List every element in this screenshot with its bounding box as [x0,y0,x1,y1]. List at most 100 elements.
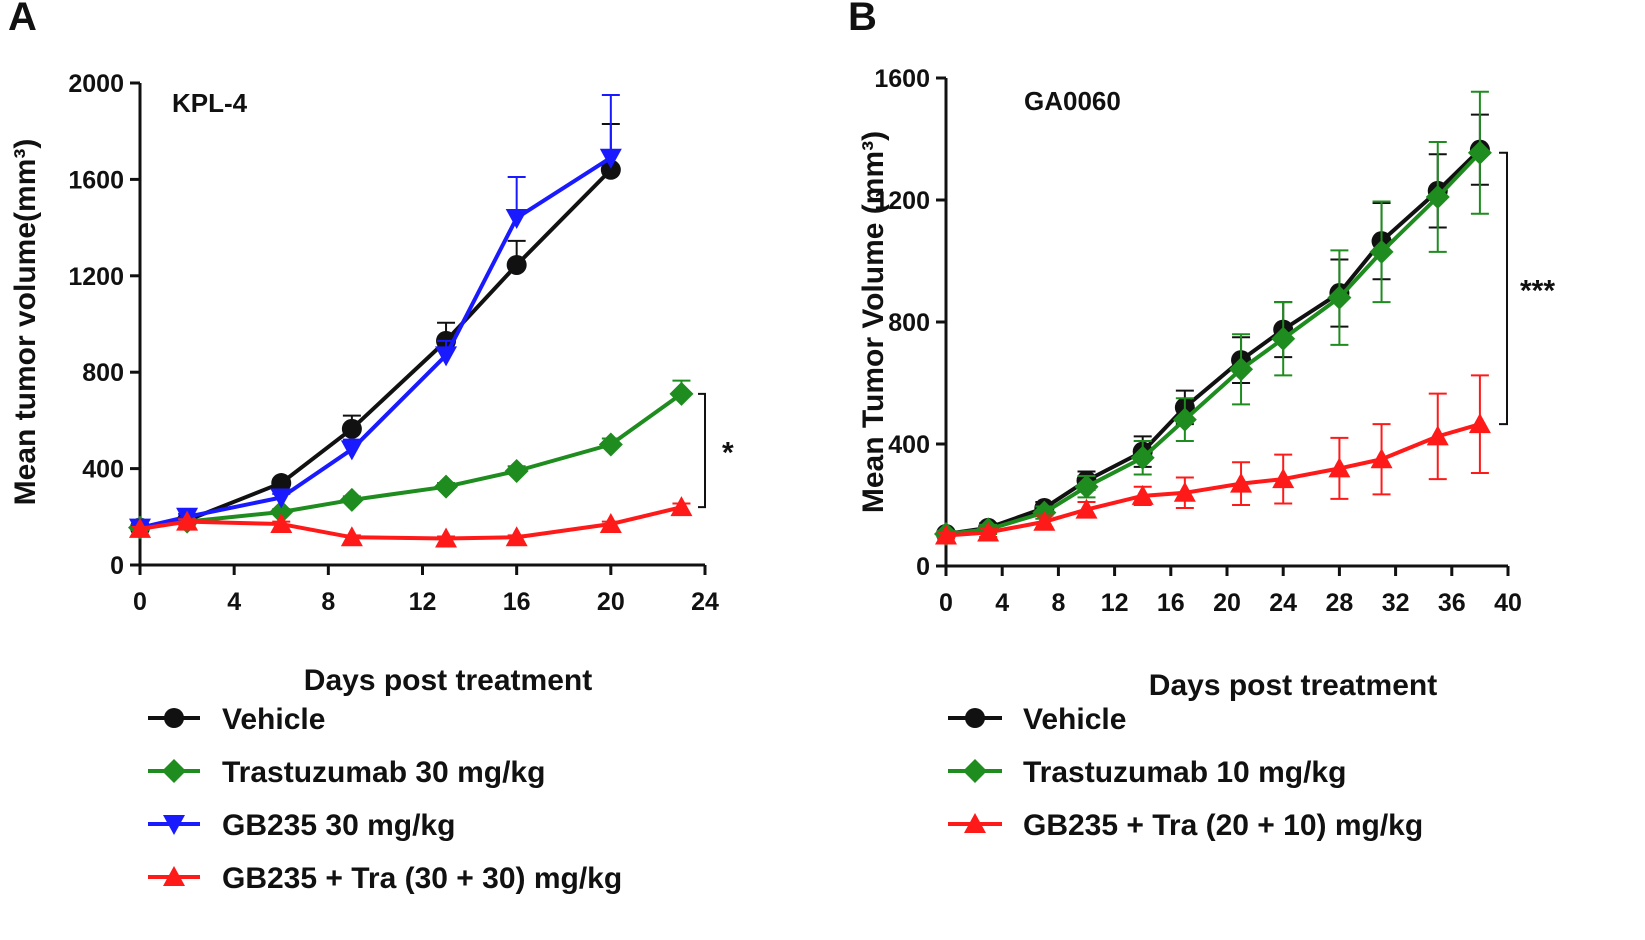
panel-a-series-gb235-tra-30-30-mg-kg-point [435,527,458,548]
panel-b-y-tick-label: 800 [888,309,930,337]
panel-a-series-gb235-tra-30-30-mg-kg-point [340,526,363,547]
panel-a-letter: A [8,0,37,39]
panel-b-series-trastuzumab-10-mg-kg-point [1130,445,1155,470]
panel-a-x-tick-label: 12 [409,588,437,616]
panel-a-y-tick-label: 1600 [68,166,124,194]
panel-a-series-gb235-tra-30-30-mg-kg-point [599,513,622,534]
panel-b-series-gb235-tra-20-10-mg-kg-point [1173,481,1196,502]
panel-a-legend-marker [163,866,185,886]
panel-a-plot: 0 400 800 1200 1600 2000 0 4 8 12 16 20 24 * [68,70,734,616]
panel-a: A KPL-4 Days post treatment Mean tumor v… [8,0,734,895]
panel-a-series-gb235-30-mg-kg-point [505,208,528,229]
panel-b-x-tick-label: 28 [1325,589,1353,617]
panel-a-x-tick-label: 4 [227,588,241,616]
panel-a-series-gb235-tra-30-30-mg-kg-point [129,517,151,538]
panel-b-legend-marker [965,708,985,728]
panel-a-series-trastuzumab-30-mg-kg-point [339,487,364,512]
panel-b-series-gb235-tra-20-10-mg-kg-point [977,521,1000,542]
panel-b-y-tick-label: 1200 [874,187,930,215]
panel-b-series-trastuzumab-10-mg-kg-point [1271,326,1296,351]
panel-b-series-gb235-tra-20-10-mg-kg-point [1033,510,1056,531]
panel-a-x-tick-label: 8 [321,588,335,616]
panel-b-series-gb235-tra-20-10-mg-kg-point [1230,472,1253,493]
panel-b-series-gb235-tra-20-10-mg-kg-point [1468,413,1491,434]
panel-a-xlabel: Days post treatment [304,664,592,697]
panel-b-series-gb235-tra-20-10-mg-kg-point [935,524,957,545]
panel-a-x-tick-label: 0 [133,588,147,616]
panel-b-series-trastuzumab-10-mg-kg-point [1327,285,1352,310]
panel-b-legend-label: Trastuzumab 10 mg/kg [1023,756,1346,789]
panel-a-series-trastuzumab-30-mg-kg-point [669,381,694,406]
panel-a-series-gb235-30-mg-kg-point [340,440,363,461]
panel-b-y-tick-label: 400 [888,431,930,459]
panel-a-y-tick-label: 0 [110,552,124,580]
panel-b-series-trastuzumab-10-mg-kg-point [1369,239,1394,264]
panel-a-x-tick-label: 16 [503,588,531,616]
panel-b-legend-label: Vehicle [1023,703,1126,736]
panel-a-series-vehicle-line [139,168,613,530]
panel-a-series-trastuzumab-30-mg-kg-point [434,474,459,499]
panel-a-series-vehicle-point [600,159,621,180]
panel-a-y-tick-label: 800 [82,359,124,387]
panel-a-significance-label: * [722,437,734,470]
panel-a-series-vehicle-point [271,473,292,494]
panel-b-series-gb235-tra-20-10-mg-kg-point [1131,484,1154,505]
panel-a-ylabel: Mean tumor volume(mm³) [9,139,42,506]
panel-a-legend: Vehicle Trastuzumab 30 mg/kg GB235 30 mg/k… [148,703,622,895]
panel-a-series-gb235-30-mg-kg-point [599,148,622,169]
panel-b-series-trastuzumab-10-mg-kg-point [1074,474,1099,499]
panel-b-y-tick-label: 1600 [874,65,930,93]
panel-b-letter: B [848,0,877,39]
panel-b-series-gb235-tra-20-10-mg-kg-line [945,422,1481,538]
panel-b-series-gb235-tra-20-10-mg-kg-point [1075,498,1098,519]
panel-b-series-gb235-tra-20-10-mg-kg-point [1370,448,1393,469]
panel-a-series-gb235-30-mg-kg-point [435,346,458,367]
panel-a-title: KPL-4 [172,88,248,118]
panel-b-series-gb235-tra-20-10-mg-kg-point [1272,468,1295,489]
panel-b-x-tick-label: 24 [1269,589,1297,617]
panel-a-series-vehicle-point [506,254,527,275]
panel-b-x-tick-label: 32 [1382,589,1410,617]
panel-b-significance-bracket [1499,151,1508,426]
panel-b-series-trastuzumab-10-mg-kg-point [1172,407,1197,432]
panel-b-legend-marker [964,813,986,833]
panel-b-legend: Vehicle Trastuzumab 10 mg/kg GB235 + Tra (… [948,703,1423,842]
panel-b-x-tick-label: 12 [1101,589,1129,617]
panel-a-series-trastuzumab-30-mg-kg-point [269,499,294,524]
panel-a-legend-label: Trastuzumab 30 mg/kg [222,756,545,789]
panel-b-x-tick-label: 40 [1494,589,1522,617]
panel-b-series-gb235-tra-20-10-mg-kg-point [1328,457,1351,478]
panel-a-significance-bracket [698,392,706,509]
panel-b-y-tick-label: 0 [916,553,930,581]
panel-b-legend-marker [963,759,987,783]
panel-a-series-gb235-tra-30-30-mg-kg-point [670,496,693,517]
panel-b-plot: 0 400 800 1200 1600 0 4 8 12 16 20 24 28 32 36 40 *** [874,65,1555,617]
panel-a-series-gb235-30-mg-kg-line [139,156,612,530]
panel-a-series-gb235-tra-30-30-mg-kg-point [505,526,528,547]
panel-b-series-trastuzumab-10-mg-kg-point [1467,140,1492,165]
panel-b-legend-label: GB235 + Tra (20 + 10) mg/kg [1023,809,1423,842]
panel-b: B GA0060 Days post treatment Mean Tumor … [848,0,1555,842]
panel-a-series-trastuzumab-30-mg-kg-point [598,432,623,457]
panel-b-x-tick-label: 8 [1051,589,1065,617]
panel-b-significance-label: *** [1520,274,1555,307]
panel-a-series-gb235-tra-30-30-mg-kg-point [270,513,293,534]
panel-b-x-tick-label: 16 [1157,589,1185,617]
panel-b-xlabel: Days post treatment [1149,669,1437,702]
panel-b-x-tick-label: 20 [1213,589,1241,617]
panel-b-title: GA0060 [1024,86,1121,116]
panel-b-x-tick-label: 4 [995,589,1009,617]
panel-a-series-gb235-30-mg-kg-point [270,488,293,509]
panel-a-series-trastuzumab-30-mg-kg-point [504,459,529,484]
panel-b-x-tick-label: 0 [939,589,953,617]
panel-a-legend-marker [162,759,186,783]
panel-b-series-gb235-tra-20-10-mg-kg-point [1426,425,1449,446]
panel-a-legend-label: GB235 30 mg/kg [222,809,455,842]
panel-b-x-tick-label: 36 [1438,589,1466,617]
panel-a-series-gb235-tra-30-30-mg-kg-line [139,505,682,541]
panel-a-legend-label: Vehicle [222,703,325,736]
panel-a-legend-marker [164,708,184,728]
panel-a-x-tick-label: 24 [691,588,719,616]
panel-a-series-trastuzumab-30-mg-kg-line [139,392,683,530]
